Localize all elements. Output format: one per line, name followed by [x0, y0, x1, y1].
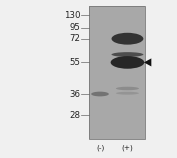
- Bar: [88, 6, 145, 139]
- Ellipse shape: [116, 92, 139, 95]
- Ellipse shape: [112, 52, 143, 57]
- Text: (-): (-): [96, 144, 104, 151]
- Text: 72: 72: [70, 34, 81, 43]
- Ellipse shape: [91, 92, 109, 96]
- Text: 55: 55: [70, 58, 81, 67]
- Polygon shape: [144, 58, 151, 66]
- Text: 28: 28: [70, 111, 81, 120]
- Bar: [88, 6, 145, 139]
- Text: (+): (+): [122, 144, 133, 151]
- Text: 95: 95: [70, 23, 81, 32]
- Ellipse shape: [111, 56, 144, 69]
- Ellipse shape: [112, 33, 143, 45]
- Text: 130: 130: [64, 11, 81, 19]
- Text: 36: 36: [70, 90, 81, 98]
- Ellipse shape: [116, 87, 139, 90]
